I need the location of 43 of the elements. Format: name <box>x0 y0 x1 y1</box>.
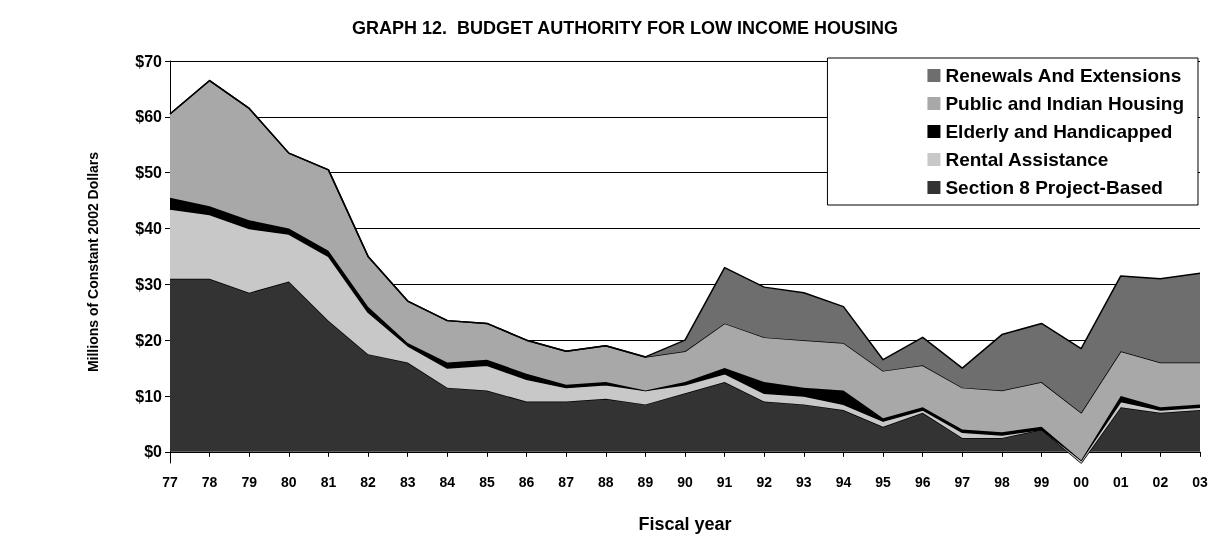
y-tick-label: $50 <box>135 164 163 182</box>
x-tick-label: 85 <box>479 474 495 490</box>
y-tick-label: $40 <box>135 220 163 237</box>
x-tick-label: 87 <box>558 474 575 490</box>
x-tick-label: 90 <box>677 474 693 490</box>
y-tick-label: $30 <box>135 275 163 293</box>
y-tick-label: $10 <box>135 387 163 405</box>
x-tick-label: 77 <box>162 474 178 490</box>
chart-title: GRAPH 12. BUDGET AUTHORITY FOR LOW INCOME HOUSING <box>351 18 899 38</box>
x-tick-label: 94 <box>835 474 852 490</box>
x-tick-label: 79 <box>241 474 258 490</box>
y-tick-label: $0 <box>144 443 163 461</box>
x-tick-label: 95 <box>875 474 892 490</box>
y-tick-label: $60 <box>135 108 163 126</box>
x-tick-label: 02 <box>1152 474 1169 490</box>
legend-label: Section 8 Project-Based <box>945 177 1163 198</box>
x-tick-label: 80 <box>281 474 297 490</box>
x-tick-label: 96 <box>914 474 931 490</box>
legend-label: Elderly and Handicapped <box>945 121 1173 142</box>
x-axis-title: Fiscal year <box>638 514 732 534</box>
x-tick-label: 03 <box>1192 474 1208 490</box>
x-tick-label: 99 <box>1033 474 1050 490</box>
x-tick-label: 00 <box>1073 474 1090 490</box>
legend-label: Public and Indian Housing <box>945 93 1184 114</box>
y-tick-label: $70 <box>135 52 163 70</box>
x-tick-label: 01 <box>1112 474 1129 490</box>
x-tick-label: 98 <box>994 474 1010 490</box>
x-tick-label: 91 <box>716 474 733 490</box>
x-tick-label: 92 <box>756 474 773 490</box>
legend-label: Rental Assistance <box>945 149 1109 170</box>
x-tick-label: 93 <box>796 474 812 490</box>
legend-label: Renewals And Extensions <box>945 65 1182 86</box>
x-tick-label: 86 <box>518 474 535 490</box>
y-tick-label: $20 <box>135 331 163 349</box>
x-tick-label: 89 <box>637 474 654 490</box>
x-tick-label: 82 <box>360 474 377 490</box>
x-tick-label: 78 <box>201 474 218 490</box>
x-tick-label: 81 <box>320 474 337 490</box>
y-axis-title: Millions of Constant 2002 Dollars <box>85 151 101 373</box>
x-tick-label: 97 <box>954 474 971 490</box>
x-tick-label: 84 <box>439 474 456 490</box>
x-tick-label: 88 <box>597 474 614 490</box>
x-tick-label: 83 <box>399 474 416 490</box>
